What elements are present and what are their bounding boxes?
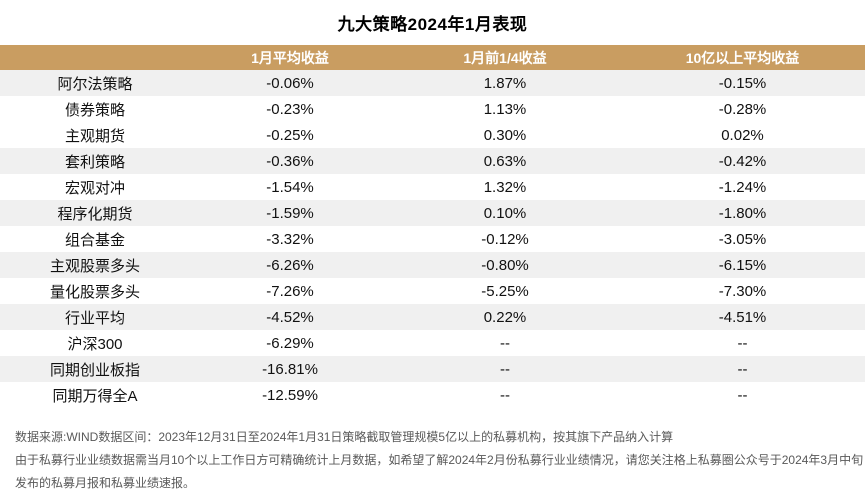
- strategy-name: 主观股票多头: [0, 252, 190, 278]
- table-row: 债券策略 -0.23% 1.13% -0.28%: [0, 96, 865, 122]
- large-fund-value: -0.15%: [620, 70, 865, 96]
- table-header-row: 1月平均收益 1月前1/4收益 10亿以上平均收益: [0, 45, 865, 70]
- top-quartile-value: --: [390, 356, 620, 382]
- large-fund-value: -0.42%: [620, 148, 865, 174]
- strategy-name: 套利策略: [0, 148, 190, 174]
- top-quartile-value: --: [390, 330, 620, 356]
- performance-table: 1月平均收益 1月前1/4收益 10亿以上平均收益 阿尔法策略 -0.06% 1…: [0, 45, 865, 408]
- large-fund-value: -7.30%: [620, 278, 865, 304]
- avg-return-value: -1.59%: [190, 200, 390, 226]
- top-quartile-value: 0.22%: [390, 304, 620, 330]
- avg-return-value: -0.06%: [190, 70, 390, 96]
- large-fund-value: -4.51%: [620, 304, 865, 330]
- top-quartile-value: 0.10%: [390, 200, 620, 226]
- table-row: 同期创业板指 -16.81% -- --: [0, 356, 865, 382]
- strategy-name: 同期创业板指: [0, 356, 190, 382]
- strategy-name: 主观期货: [0, 122, 190, 148]
- footnote-line-notice-wrap: 发布的私募月报和私募业绩速报。: [15, 476, 196, 490]
- table-row: 组合基金 -3.32% -0.12% -3.05%: [0, 226, 865, 252]
- top-quartile-value: 0.30%: [390, 122, 620, 148]
- top-quartile-value: --: [390, 382, 620, 408]
- strategy-name: 沪深300: [0, 330, 190, 356]
- strategy-name: 行业平均: [0, 304, 190, 330]
- large-fund-value: --: [620, 382, 865, 408]
- page-title: 九大策略2024年1月表现: [337, 15, 528, 34]
- large-fund-value: -1.24%: [620, 174, 865, 200]
- large-fund-value: -0.28%: [620, 96, 865, 122]
- table-row: 套利策略 -0.36% 0.63% -0.42%: [0, 148, 865, 174]
- table-row: 同期万得全A -12.59% -- --: [0, 382, 865, 408]
- avg-return-value: -4.52%: [190, 304, 390, 330]
- large-fund-value: --: [620, 356, 865, 382]
- avg-return-value: -1.54%: [190, 174, 390, 200]
- top-quartile-value: 1.87%: [390, 70, 620, 96]
- large-fund-value: -3.05%: [620, 226, 865, 252]
- strategy-name: 程序化期货: [0, 200, 190, 226]
- large-fund-value: -1.80%: [620, 200, 865, 226]
- table-row: 阿尔法策略 -0.06% 1.87% -0.15%: [0, 70, 865, 96]
- large-fund-value: --: [620, 330, 865, 356]
- avg-return-value: -0.36%: [190, 148, 390, 174]
- avg-return-value: -6.26%: [190, 252, 390, 278]
- table-row: 宏观对冲 -1.54% 1.32% -1.24%: [0, 174, 865, 200]
- top-quartile-value: 1.13%: [390, 96, 620, 122]
- header-large-fund-return: 10亿以上平均收益: [620, 45, 865, 70]
- table-row: 行业平均 -4.52% 0.22% -4.51%: [0, 304, 865, 330]
- footnote: 数据来源:WIND数据区间：2023年12月31日至2024年1月31日策略截取…: [15, 426, 865, 495]
- strategy-name: 宏观对冲: [0, 174, 190, 200]
- large-fund-value: 0.02%: [620, 122, 865, 148]
- top-quartile-value: -0.80%: [390, 252, 620, 278]
- strategy-name: 组合基金: [0, 226, 190, 252]
- top-quartile-value: 0.63%: [390, 148, 620, 174]
- footnote-line-source: 数据来源:WIND数据区间：2023年12月31日至2024年1月31日策略截取…: [15, 430, 674, 444]
- avg-return-value: -7.26%: [190, 278, 390, 304]
- top-quartile-value: -5.25%: [390, 278, 620, 304]
- avg-return-value: -16.81%: [190, 356, 390, 382]
- strategy-name: 同期万得全A: [0, 382, 190, 408]
- header-strategy: [0, 45, 190, 70]
- avg-return-value: -0.25%: [190, 122, 390, 148]
- table-row: 程序化期货 -1.59% 0.10% -1.80%: [0, 200, 865, 226]
- footnote-line-notice: 由于私募行业业绩数据需当月10个以上工作日方可精确统计上月数据，如希望了解202…: [15, 453, 864, 467]
- header-avg-return: 1月平均收益: [190, 45, 390, 70]
- strategy-name: 阿尔法策略: [0, 70, 190, 96]
- avg-return-value: -12.59%: [190, 382, 390, 408]
- strategy-name: 量化股票多头: [0, 278, 190, 304]
- top-quartile-value: 1.32%: [390, 174, 620, 200]
- header-top-quartile-return: 1月前1/4收益: [390, 45, 620, 70]
- avg-return-value: -3.32%: [190, 226, 390, 252]
- top-quartile-value: -0.12%: [390, 226, 620, 252]
- table-row: 主观股票多头 -6.26% -0.80% -6.15%: [0, 252, 865, 278]
- avg-return-value: -0.23%: [190, 96, 390, 122]
- table-row: 沪深300 -6.29% -- --: [0, 330, 865, 356]
- table-row: 量化股票多头 -7.26% -5.25% -7.30%: [0, 278, 865, 304]
- avg-return-value: -6.29%: [190, 330, 390, 356]
- large-fund-value: -6.15%: [620, 252, 865, 278]
- strategy-name: 债券策略: [0, 96, 190, 122]
- table-row: 主观期货 -0.25% 0.30% 0.02%: [0, 122, 865, 148]
